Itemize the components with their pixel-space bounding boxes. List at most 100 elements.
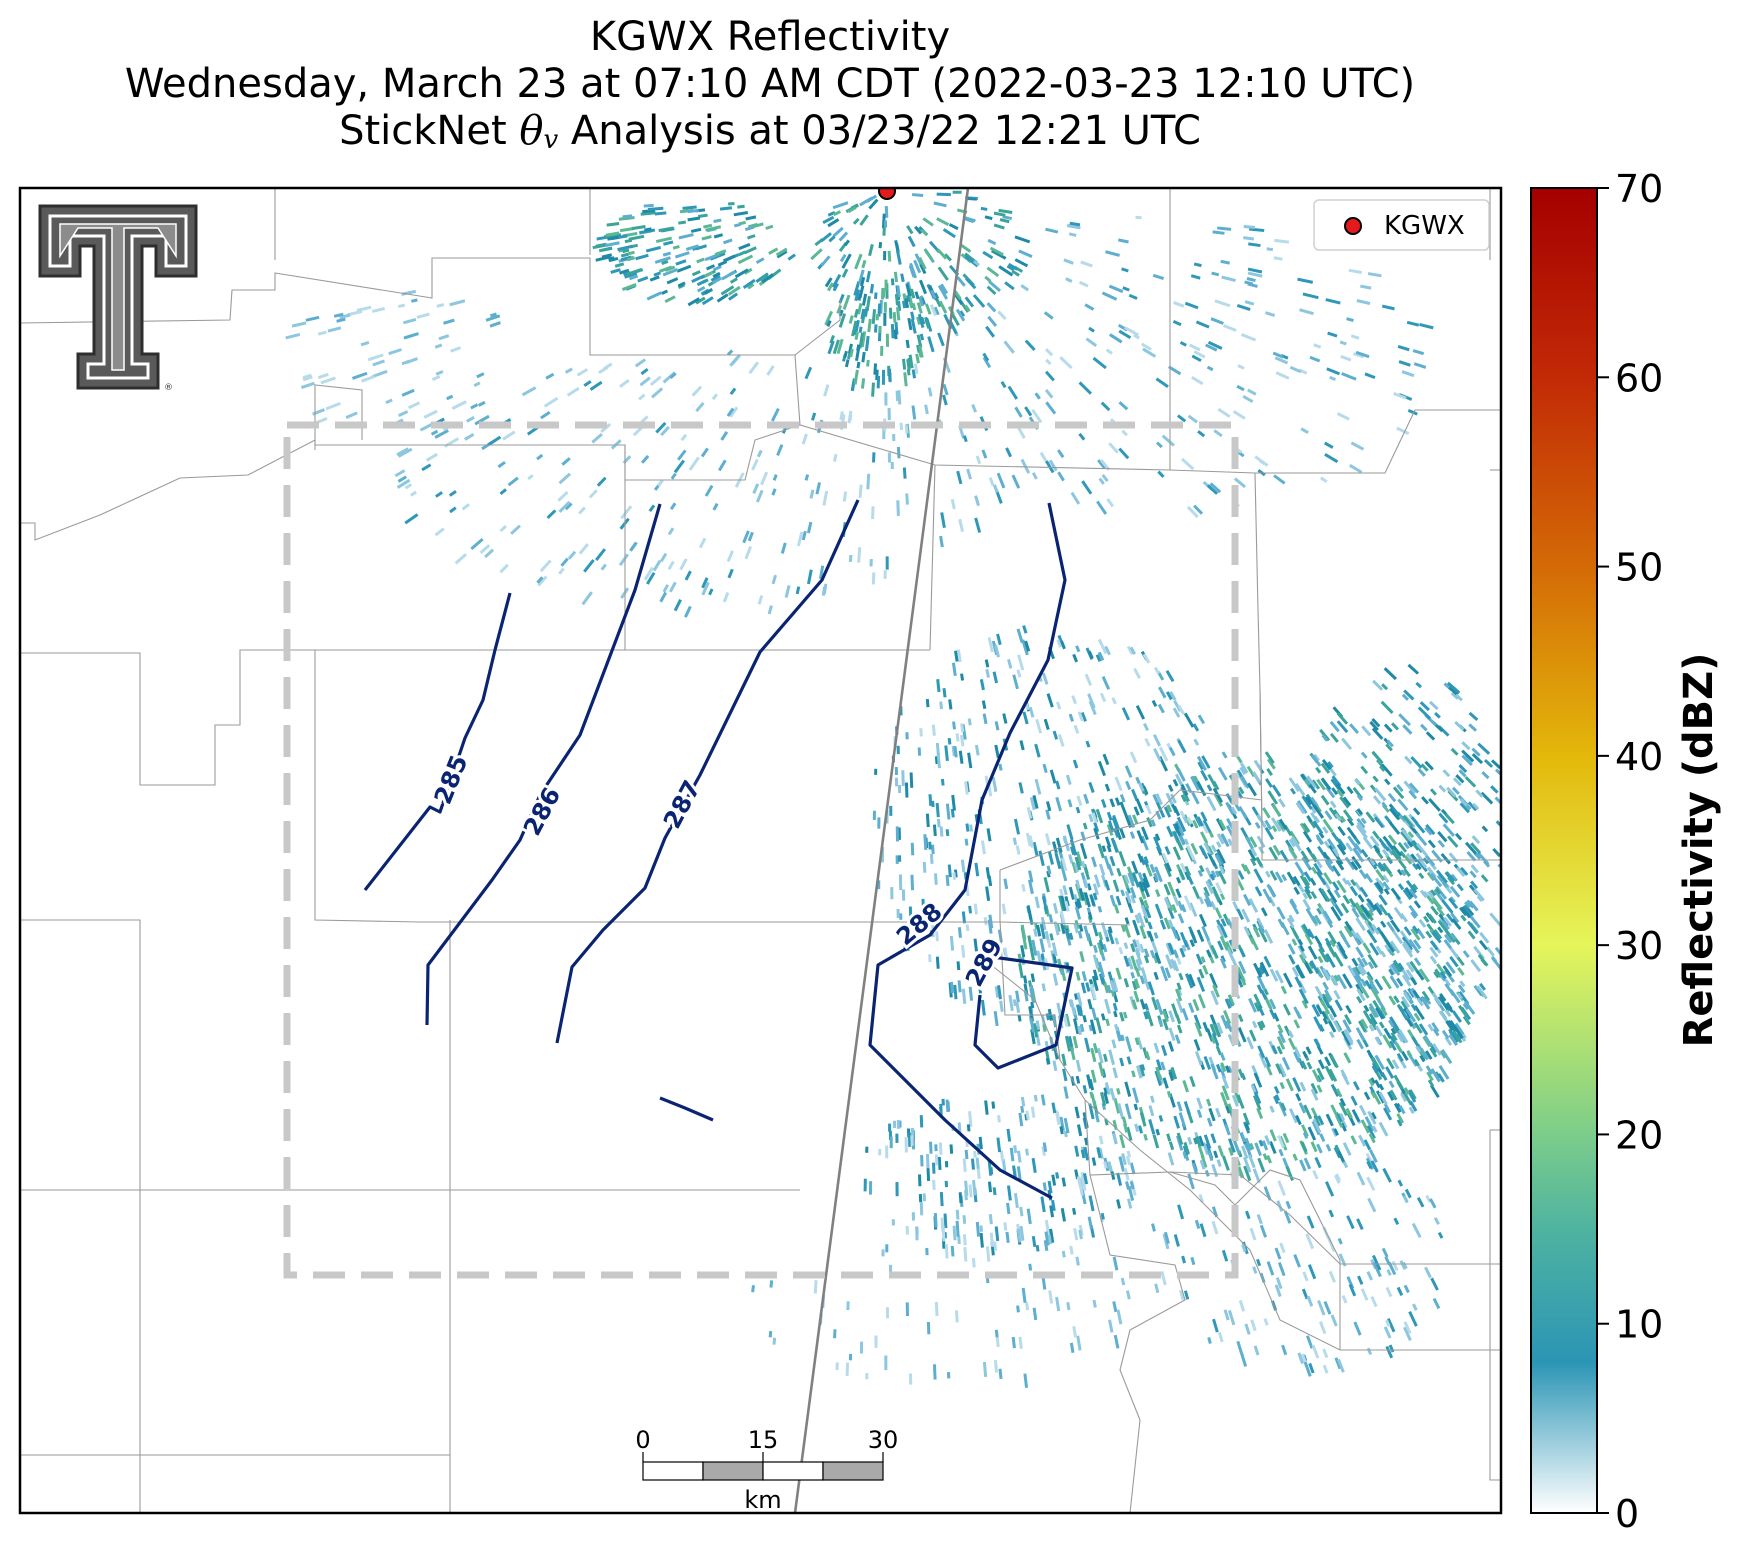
echo-gate (1089, 894, 1096, 907)
echo-gate (919, 333, 925, 341)
echo-gate (842, 294, 851, 310)
echo-gate (1196, 1097, 1203, 1110)
echo-gate (828, 235, 836, 243)
echo-gate (1287, 1037, 1296, 1050)
echo-gate (1120, 889, 1126, 897)
echo-gate (1336, 843, 1347, 856)
echo-gate (1143, 722, 1150, 732)
echo-gate (900, 273, 905, 283)
echo-gate (968, 905, 973, 914)
echo-gate (1437, 1231, 1444, 1239)
echo-gate (476, 372, 485, 379)
echo-gate (1239, 948, 1246, 958)
echo-gate (877, 303, 882, 317)
echo-gate (1338, 1101, 1348, 1116)
radar-site-kgwx-marker[interactable] (878, 183, 896, 200)
echo-gate (1274, 871, 1284, 884)
echo-gate (1367, 1197, 1377, 1213)
echo-gate (1141, 342, 1152, 351)
echo-gate (981, 700, 987, 710)
echo-gate (1437, 831, 1448, 843)
echo-gate (1276, 1200, 1284, 1212)
echo-gate (1456, 992, 1463, 1000)
echo-gate (1044, 1219, 1051, 1236)
echo-gate (1329, 720, 1340, 733)
echo-gate (691, 270, 701, 277)
echo-gate (1340, 354, 1352, 362)
echo-gate (1337, 838, 1347, 850)
echo-gate (1155, 377, 1169, 388)
echo-gate (1103, 1091, 1110, 1104)
echo-gate (1418, 872, 1425, 880)
echo-gate (1103, 1053, 1108, 1062)
echo-gate (1179, 810, 1186, 818)
echo-gate (911, 1212, 915, 1221)
echo-gate (838, 231, 849, 242)
echo-gate (1203, 1056, 1212, 1070)
echo-gate (431, 375, 441, 381)
echo-gate (1045, 833, 1051, 846)
echo-gate (1288, 954, 1296, 965)
echo-gate (1324, 810, 1333, 821)
echo-gate (1193, 1038, 1201, 1052)
echo-gate (1045, 227, 1059, 234)
echo-gate (1074, 1145, 1080, 1157)
echo-gate (1214, 299, 1231, 308)
echo-gate (935, 931, 939, 942)
echo-gate (944, 253, 952, 262)
echo-gate (853, 308, 859, 318)
echo-gate (583, 559, 595, 573)
echo-gate (1346, 1276, 1355, 1290)
echo-gate (894, 293, 899, 306)
echo-gate (1283, 1210, 1292, 1224)
echo-gate (903, 175, 917, 185)
echo-gate (1318, 944, 1326, 953)
echo-gate (1084, 1037, 1091, 1053)
echo-gate (1252, 1095, 1262, 1111)
echo-gate (716, 293, 729, 303)
echo-gate (936, 248, 948, 260)
echo-gate (1320, 888, 1331, 903)
echo-gate (971, 1257, 976, 1268)
echo-gate (650, 387, 664, 399)
echo-gate (1282, 1003, 1291, 1016)
title-line-3: StickNet θv Analysis at 03/23/22 12:21 U… (20, 108, 1520, 164)
echo-gate (920, 228, 929, 237)
echo-gate (1001, 1158, 1007, 1173)
echo-gate (1129, 646, 1136, 655)
echo-gate (1074, 901, 1080, 910)
echo-gate (1123, 978, 1130, 988)
echo-gate (1281, 1344, 1288, 1356)
echo-gate (896, 745, 900, 755)
echo-gate (1351, 966, 1363, 982)
map-frame (18, 186, 1503, 1515)
echo-gate (1355, 350, 1370, 359)
echo-gate (1119, 1134, 1126, 1149)
echo-gate (1082, 1172, 1089, 1185)
echo-gate (1239, 1131, 1247, 1143)
echo-gate (1331, 775, 1342, 787)
echo-gate (557, 490, 569, 502)
echo-gate (1031, 1157, 1037, 1173)
map-panel[interactable]: 285 286 287 288 289 0 15 30 km ® (20, 175, 1518, 1514)
echo-gate (1293, 1051, 1301, 1063)
echo-gate (655, 421, 667, 434)
echo-gate (1413, 957, 1422, 967)
echo-gate (1256, 917, 1265, 930)
echo-gate (1220, 918, 1227, 927)
echo-gate (1122, 286, 1130, 292)
echo-gate (1143, 1133, 1148, 1141)
echo-gate (885, 1244, 889, 1253)
echo-gate (1460, 866, 1469, 876)
echo-gate (1329, 375, 1337, 382)
echo-gate (1039, 938, 1046, 953)
echo-gate (1435, 869, 1448, 884)
echo-gate (1413, 362, 1427, 369)
echo-gate (1186, 505, 1199, 519)
echo-gate (401, 388, 415, 397)
echo-gate (1021, 639, 1029, 656)
echo-gate (1486, 946, 1495, 957)
echo-gate (887, 407, 891, 421)
echo-gate (485, 314, 501, 322)
echo-gate (1329, 800, 1337, 809)
